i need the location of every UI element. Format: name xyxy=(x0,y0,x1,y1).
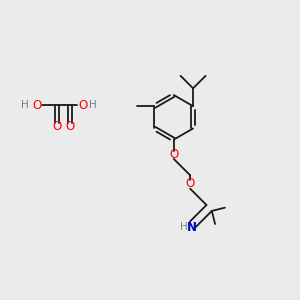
Text: O: O xyxy=(169,148,178,161)
Text: O: O xyxy=(185,177,195,190)
Text: O: O xyxy=(32,99,42,112)
Text: N: N xyxy=(187,221,196,234)
Text: H: H xyxy=(89,100,97,110)
Text: O: O xyxy=(52,120,62,133)
Text: H: H xyxy=(180,222,188,232)
Text: H: H xyxy=(21,100,29,110)
Text: O: O xyxy=(78,99,87,112)
Text: O: O xyxy=(66,120,75,133)
